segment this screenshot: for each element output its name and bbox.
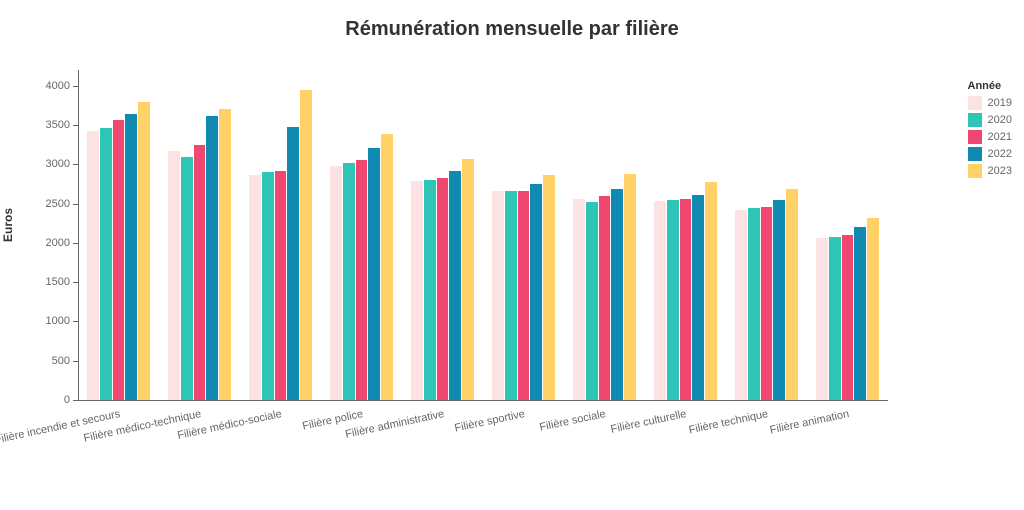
bar: [262, 172, 274, 400]
legend: Année 2019 2020 2021 2022 2023: [968, 80, 1012, 181]
bar: [194, 145, 206, 400]
legend-swatch: [968, 164, 982, 178]
bar: [773, 200, 785, 400]
bar: [611, 189, 623, 400]
bar: [599, 196, 611, 400]
bar: [100, 128, 112, 400]
bar: [138, 102, 150, 400]
bar: [462, 159, 474, 400]
bars-group: [78, 70, 888, 400]
y-tick-label: 0: [64, 394, 70, 406]
bar: [624, 174, 636, 400]
bar: [330, 166, 342, 400]
y-tick-label: 1000: [46, 315, 70, 327]
y-axis-label: Euros: [1, 208, 15, 242]
bar: [543, 175, 555, 401]
bar: [181, 157, 193, 400]
bar: [692, 195, 704, 400]
bar: [424, 180, 436, 400]
legend-label: 2023: [988, 165, 1012, 177]
bar: [113, 120, 125, 401]
x-tick-label: Filière culturelle: [610, 408, 688, 436]
bar: [300, 90, 312, 400]
bar: [411, 181, 423, 400]
x-tick-label: Filière technique: [688, 408, 769, 437]
legend-swatch: [968, 113, 982, 127]
bar: [343, 163, 355, 400]
legend-item: 2022: [968, 147, 1012, 161]
chart-container: Rémunération mensuelle par filière 0 500 1…: [0, 0, 1024, 509]
bar: [518, 191, 530, 400]
x-tick-label: Filière sociale: [539, 408, 607, 434]
bar: [586, 202, 598, 400]
legend-swatch: [968, 147, 982, 161]
bar: [125, 114, 137, 400]
legend-item: 2020: [968, 113, 1012, 127]
bar: [437, 178, 449, 400]
bar: [87, 131, 99, 400]
x-tick-label: Filière sportive: [454, 408, 526, 435]
legend-item: 2021: [968, 130, 1012, 144]
legend-item: 2023: [968, 164, 1012, 178]
bar: [275, 171, 287, 400]
bar: [449, 171, 461, 400]
bar: [854, 227, 866, 400]
y-tick-label: 500: [52, 355, 70, 367]
x-tick-label: Filière animation: [769, 408, 850, 437]
bar: [219, 109, 231, 400]
bar: [368, 148, 380, 400]
bar: [492, 191, 504, 400]
x-axis: Filière incendie et secoursFilière médic…: [78, 400, 888, 510]
chart-title: Rémunération mensuelle par filière: [0, 0, 1024, 41]
bar: [705, 182, 717, 400]
bar: [654, 201, 666, 400]
legend-swatch: [968, 96, 982, 110]
bar: [867, 218, 879, 400]
bar: [735, 210, 747, 400]
bar: [206, 116, 218, 400]
legend-label: 2019: [988, 97, 1012, 109]
bar: [505, 191, 517, 400]
legend-label: 2021: [988, 131, 1012, 143]
bar: [842, 235, 854, 400]
bar: [829, 237, 841, 400]
bar: [816, 238, 828, 400]
legend-item: 2019: [968, 96, 1012, 110]
legend-label: 2020: [988, 114, 1012, 126]
bar: [356, 160, 368, 400]
y-tick-label: 3000: [46, 158, 70, 170]
y-tick-label: 4000: [46, 80, 70, 92]
bar: [573, 199, 585, 400]
bar: [287, 127, 299, 400]
bar: [249, 175, 261, 401]
legend-label: 2022: [988, 148, 1012, 160]
y-tick-label: 3500: [46, 119, 70, 131]
bar: [748, 208, 760, 400]
y-tick-label: 1500: [46, 276, 70, 288]
y-tick-label: 2500: [46, 198, 70, 210]
plot-area: [78, 70, 888, 400]
legend-title: Année: [968, 80, 1012, 92]
bar: [530, 184, 542, 400]
y-tick-label: 2000: [46, 237, 70, 249]
bar: [381, 134, 393, 400]
bar: [680, 199, 692, 400]
legend-swatch: [968, 130, 982, 144]
bar: [667, 200, 679, 400]
bar: [786, 189, 798, 400]
bar: [168, 151, 180, 400]
bar: [761, 207, 773, 400]
